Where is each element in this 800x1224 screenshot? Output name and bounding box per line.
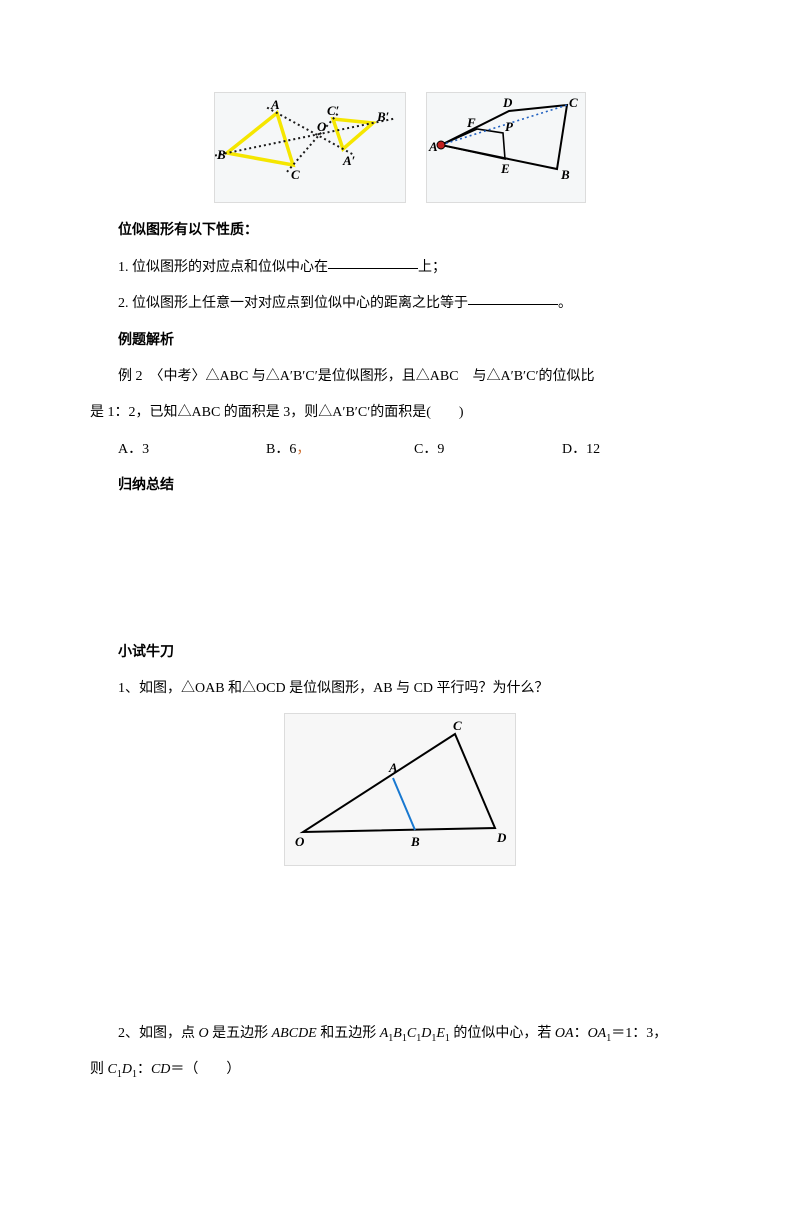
svg-text:A: A xyxy=(270,97,280,112)
svg-text:B: B xyxy=(216,147,226,162)
figure-2: A B C D E F P xyxy=(426,92,586,203)
figure-1: A B C O A′ B′ C′ xyxy=(214,92,406,203)
svg-text:C: C xyxy=(453,718,462,733)
figure-3-wrap: O B D A C xyxy=(90,713,710,865)
q2-t4: 的位似中心，若 xyxy=(450,1026,555,1041)
svg-text:F: F xyxy=(466,115,476,130)
figure-2-svg: A B C D E F P xyxy=(427,93,585,187)
svg-text:B′: B′ xyxy=(376,109,390,124)
try-heading: 小试牛刀 xyxy=(90,635,710,671)
q3-cd: CD xyxy=(151,1062,170,1077)
q3-col: ： xyxy=(137,1062,151,1077)
option-b-comma: ， xyxy=(296,442,310,457)
q2-oa1: OA xyxy=(588,1026,607,1041)
prop2-suffix: 。 xyxy=(558,296,572,311)
svg-text:B: B xyxy=(410,834,420,849)
summary-heading: 归纳总结 xyxy=(90,468,710,504)
summary-space xyxy=(90,505,710,635)
svg-text:D: D xyxy=(502,95,513,110)
svg-text:P: P xyxy=(505,119,514,134)
blank-1 xyxy=(328,254,418,269)
figure-1-svg: A B C O A′ B′ C′ xyxy=(215,93,405,187)
example2-line2: 是 1：2，已知△ABC 的面积是 3，则△A′B′C′的面积是( ) xyxy=(90,395,710,431)
q2-abcde: ABCDE xyxy=(272,1026,317,1041)
q2-a1: A xyxy=(380,1026,389,1041)
example2-line1: 例 2 〈中考〉△ABC 与△A′B′C′是位似图形，且△ABC 与△A′B′C… xyxy=(90,359,710,395)
q1-space xyxy=(90,876,710,1016)
property-2: 2. 位似图形上任意一对对应点到位似中心的距离之比等于 。 xyxy=(90,286,710,322)
q3-c1: C xyxy=(108,1062,117,1077)
q2-oa: OA xyxy=(555,1026,574,1041)
figure-3-svg: O B D A C xyxy=(285,714,515,849)
question-1: 1、如图，△OAB 和△OCD 是位似图形，AB 与 CD 平行吗？为什么？ xyxy=(90,671,710,707)
example2-options: A．3 B．6， C．9 D．12 xyxy=(90,432,710,468)
svg-text:C: C xyxy=(291,167,300,182)
example-heading: 例题解析 xyxy=(90,323,710,359)
svg-text:O: O xyxy=(317,119,327,134)
q2-c1: C xyxy=(407,1026,416,1041)
option-b: B．6， xyxy=(266,432,414,468)
svg-text:C′: C′ xyxy=(327,103,340,118)
svg-text:B: B xyxy=(560,167,570,182)
option-c: C．9 xyxy=(414,432,562,468)
svg-text:D: D xyxy=(496,830,507,845)
svg-text:C: C xyxy=(569,95,578,110)
q2-t2: 是五边形 xyxy=(209,1026,272,1041)
svg-text:A′: A′ xyxy=(342,153,356,168)
q2-eq: ＝1：3， xyxy=(611,1026,667,1041)
q2-t3: 和五边形 xyxy=(317,1026,380,1041)
option-b-text: B．6 xyxy=(266,442,296,457)
properties-heading: 位似图形有以下性质： xyxy=(90,213,710,249)
question-2-line1: 2、如图，点 O 是五边形 ABCDE 和五边形 A1B1C1D1E1 的位似中… xyxy=(90,1016,710,1052)
prop1-suffix: 上； xyxy=(418,260,446,275)
q2-col1: ： xyxy=(574,1026,588,1041)
svg-text:O: O xyxy=(295,834,305,849)
q3-t2: ＝（ ） xyxy=(170,1062,240,1077)
q2-e1: E xyxy=(436,1026,445,1041)
prop2-text: 2. 位似图形上任意一对对应点到位似中心的距离之比等于 xyxy=(118,296,468,311)
figure-3: O B D A C xyxy=(284,713,516,865)
q3-d1: D xyxy=(122,1062,132,1077)
property-1: 1. 位似图形的对应点和位似中心在 上； xyxy=(90,250,710,286)
question-2-line2: 则 C1D1：CD＝（ ） xyxy=(90,1052,710,1088)
option-d: D．12 xyxy=(562,432,710,468)
blank-2 xyxy=(468,290,558,305)
q2-O: O xyxy=(199,1026,209,1041)
q3-t1: 则 xyxy=(90,1062,108,1077)
q2-b1: B xyxy=(393,1026,402,1041)
option-a: A．3 xyxy=(118,432,266,468)
q2-d1: D xyxy=(421,1026,431,1041)
top-figures: A B C O A′ B′ C′ A B C D E F P xyxy=(90,92,710,203)
svg-text:E: E xyxy=(500,161,510,176)
prop1-text: 1. 位似图形的对应点和位似中心在 xyxy=(118,260,328,275)
svg-text:A: A xyxy=(428,139,438,154)
svg-text:A: A xyxy=(388,760,398,775)
q2-t1: 2、如图，点 xyxy=(118,1026,199,1041)
